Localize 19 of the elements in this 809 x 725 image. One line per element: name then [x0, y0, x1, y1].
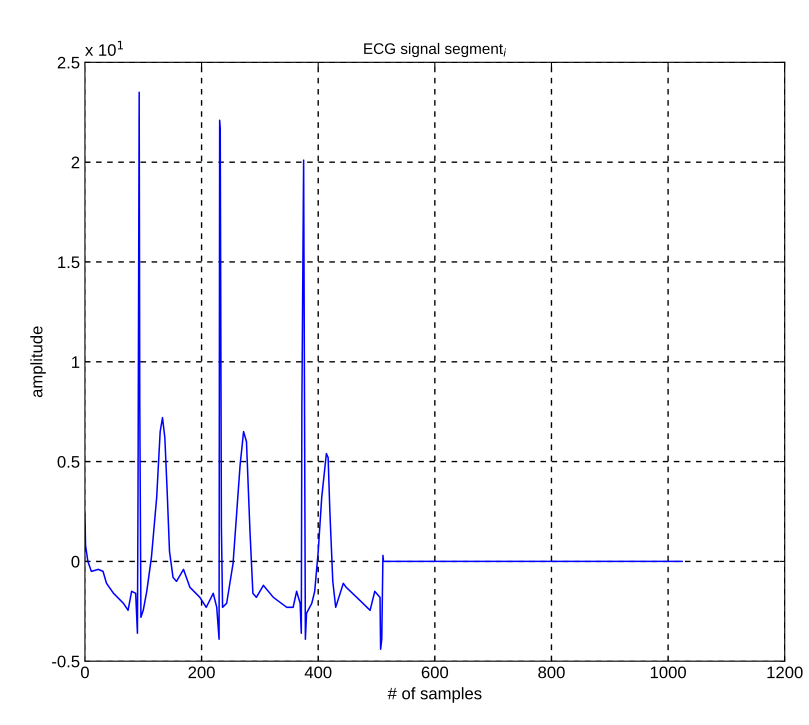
- y-tick-label: 2: [72, 156, 80, 168]
- x-axis-title: # of samples: [388, 687, 482, 703]
- x-tick-label: 0: [80, 666, 89, 678]
- x-tick-label: 600: [422, 666, 448, 678]
- y-tick-label: 0.5: [58, 456, 80, 468]
- text: x 10$^{1}$: [85, 40, 123, 56]
- y-tick-label: 0: [71, 556, 80, 568]
- y-axis-title: amplitude: [30, 326, 46, 398]
- x-tick-label: 1200: [767, 666, 803, 678]
- x-tick-label: 200: [188, 666, 215, 678]
- chart-title: ECG signal segment$_{i}$: [364, 42, 506, 58]
- y-tick-label: -0.5: [52, 656, 80, 668]
- x-tick-label: 1000: [650, 666, 686, 678]
- line-series: [84, 92, 683, 650]
- y-tick-label: 1: [72, 356, 80, 368]
- x-tick-label: 400: [304, 666, 332, 678]
- y-tick-label: 1.5: [58, 256, 80, 268]
- x-tick-label: 800: [538, 666, 565, 678]
- y-tick-label: 2.5: [58, 56, 80, 69]
